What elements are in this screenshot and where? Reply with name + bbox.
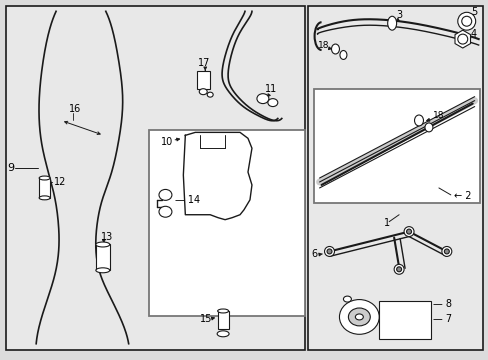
Bar — [307, 6, 482, 350]
Text: 17: 17 — [198, 58, 210, 68]
Ellipse shape — [159, 206, 172, 217]
Ellipse shape — [339, 50, 346, 59]
Bar — [197, 71, 210, 89]
Ellipse shape — [444, 249, 448, 254]
Ellipse shape — [217, 331, 228, 337]
Ellipse shape — [347, 308, 369, 326]
Bar — [313, 89, 479, 203]
Ellipse shape — [207, 92, 213, 97]
Ellipse shape — [326, 249, 331, 254]
Ellipse shape — [39, 196, 50, 200]
Ellipse shape — [424, 123, 432, 132]
Ellipse shape — [159, 189, 172, 201]
Text: 3: 3 — [395, 10, 402, 20]
Ellipse shape — [355, 314, 363, 320]
Bar — [148, 130, 304, 316]
Text: 10: 10 — [160, 137, 172, 147]
Ellipse shape — [457, 34, 467, 44]
Ellipse shape — [96, 242, 109, 247]
Ellipse shape — [403, 227, 413, 237]
Text: 1: 1 — [384, 218, 389, 228]
Bar — [218, 311, 228, 329]
Text: 5: 5 — [470, 7, 476, 17]
Ellipse shape — [387, 16, 396, 30]
Ellipse shape — [39, 176, 50, 180]
Text: 16: 16 — [69, 104, 81, 113]
Ellipse shape — [396, 267, 401, 272]
Bar — [379, 301, 430, 339]
Ellipse shape — [414, 115, 423, 126]
Ellipse shape — [267, 99, 277, 107]
Text: 13: 13 — [101, 231, 113, 242]
Ellipse shape — [96, 268, 109, 273]
Text: 12: 12 — [54, 177, 66, 187]
Polygon shape — [183, 132, 251, 220]
Text: — 8: — 8 — [432, 299, 451, 309]
Text: 9: 9 — [7, 163, 15, 173]
Ellipse shape — [457, 12, 475, 30]
Ellipse shape — [331, 44, 339, 54]
Ellipse shape — [441, 247, 451, 256]
Text: — 14: — 14 — [175, 195, 200, 205]
Text: 18: 18 — [317, 41, 328, 50]
Text: 6: 6 — [311, 249, 317, 260]
Text: ← 2: ← 2 — [453, 191, 470, 201]
Ellipse shape — [406, 229, 411, 234]
Ellipse shape — [393, 264, 403, 274]
Ellipse shape — [461, 16, 471, 26]
Bar — [39, 178, 50, 198]
Bar — [96, 244, 109, 270]
Bar — [6, 6, 304, 350]
Text: 18: 18 — [432, 111, 444, 120]
Ellipse shape — [199, 89, 207, 95]
Ellipse shape — [343, 296, 351, 302]
Text: — 7: — 7 — [432, 314, 451, 324]
Ellipse shape — [217, 309, 228, 313]
Text: 4: 4 — [470, 29, 476, 39]
Ellipse shape — [324, 247, 334, 256]
Text: 15: 15 — [200, 314, 212, 324]
Ellipse shape — [339, 300, 379, 334]
Text: 11: 11 — [264, 84, 277, 94]
Ellipse shape — [256, 94, 268, 104]
